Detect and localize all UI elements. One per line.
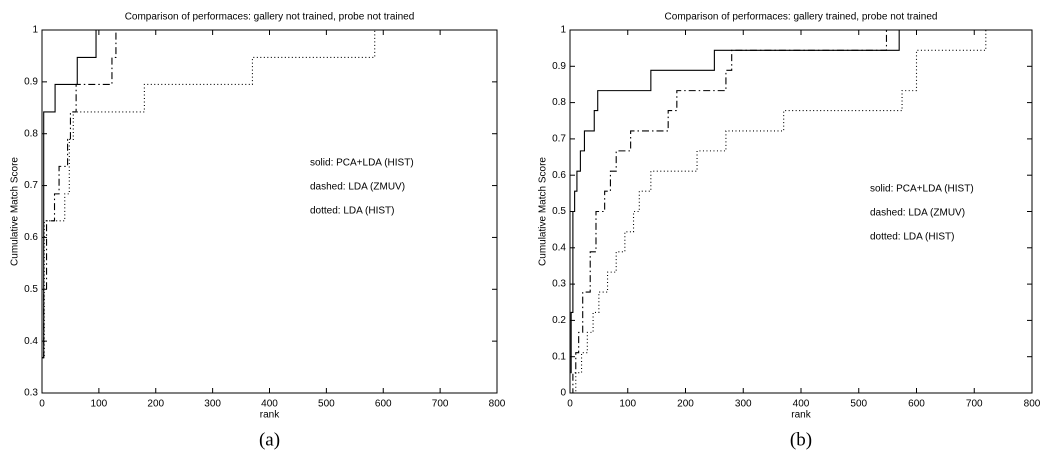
series-line	[570, 29, 992, 394]
y-tick-label: 0.1	[552, 351, 566, 362]
y-tick-label: 0.8	[24, 128, 38, 139]
x-tick-label: 500	[318, 399, 335, 410]
x-tick-label: 400	[261, 399, 278, 410]
x-tick-label: 700	[432, 399, 449, 410]
x-tick-label: 400	[793, 399, 810, 410]
x-axis-label: rank	[260, 410, 280, 421]
legend-entry: solid: PCA+LDA (HIST)	[310, 158, 414, 169]
y-tick-label: 0.7	[552, 134, 566, 145]
x-tick-label: 0	[567, 399, 573, 410]
legend-entry: dashed: LDA (ZMUV)	[310, 182, 405, 193]
y-tick-label: 0.9	[24, 76, 38, 87]
y-tick-label: 0.6	[24, 232, 38, 243]
y-axis-label: Cumulative Match Score	[538, 157, 549, 266]
series-line	[42, 29, 463, 359]
y-axis-label: Cumulative Match Score	[10, 157, 21, 266]
y-tick-label: 0.4	[24, 336, 38, 347]
x-tick-label: 600	[375, 399, 392, 410]
x-tick-label: 800	[1024, 399, 1041, 410]
y-tick-label: 0.9	[552, 61, 566, 72]
series-line	[570, 29, 992, 394]
chart-title: Comparison of performaces: gallery not t…	[125, 12, 415, 23]
y-tick-label: 0.3	[552, 279, 566, 290]
series-line	[42, 29, 463, 359]
series-line	[42, 29, 463, 359]
legend-entry: solid: PCA+LDA (HIST)	[870, 184, 974, 195]
x-tick-label: 600	[908, 399, 925, 410]
y-tick-label: 0.5	[552, 206, 566, 217]
y-tick-label: 0.8	[552, 97, 566, 108]
y-tick-label: 0.5	[24, 284, 38, 295]
x-tick-label: 700	[966, 399, 983, 410]
series-line	[570, 29, 992, 374]
panel-label: (b)	[790, 429, 812, 450]
x-tick-label: 100	[619, 399, 636, 410]
y-tick-label: 0.6	[552, 170, 566, 181]
x-tick-label: 500	[850, 399, 867, 410]
legend-entry: dotted: LDA (HIST)	[870, 232, 954, 243]
y-tick-label: 0.4	[552, 242, 566, 253]
y-tick-label: 0.2	[552, 315, 566, 326]
y-tick-label: 1	[560, 25, 566, 36]
x-axis-label: rank	[791, 410, 811, 421]
panel-label: (a)	[259, 429, 280, 450]
x-tick-label: 300	[204, 399, 221, 410]
x-tick-label: 200	[147, 399, 164, 410]
y-tick-label: 0.3	[24, 388, 38, 399]
x-tick-label: 100	[91, 399, 108, 410]
legend-entry: dotted: LDA (HIST)	[310, 206, 394, 217]
chart-title: Comparison of performaces: gallery train…	[665, 12, 938, 23]
x-tick-label: 800	[489, 399, 506, 410]
x-tick-label: 300	[735, 399, 752, 410]
plot-frame	[41, 29, 498, 394]
y-tick-label: 0	[560, 388, 566, 399]
legend-entry: dashed: LDA (ZMUV)	[870, 208, 965, 219]
y-tick-label: 1	[32, 25, 38, 36]
x-tick-label: 200	[677, 399, 694, 410]
y-tick-label: 0.7	[24, 180, 38, 191]
x-tick-label: 0	[39, 399, 45, 410]
